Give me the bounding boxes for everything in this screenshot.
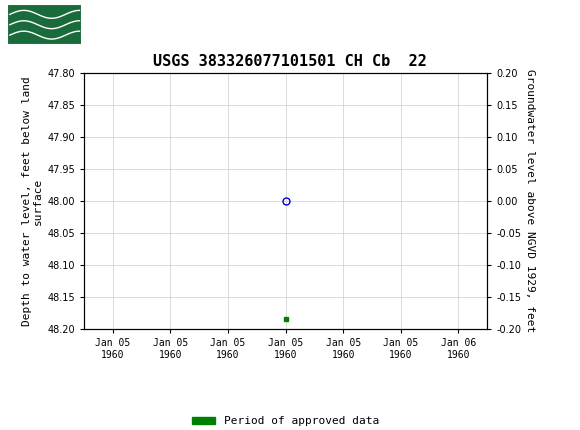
Y-axis label: Depth to water level, feet below land
surface: Depth to water level, feet below land su… — [21, 76, 43, 326]
FancyBboxPatch shape — [7, 4, 82, 46]
Legend: Period of approved data: Period of approved data — [188, 412, 383, 430]
Text: USGS: USGS — [91, 15, 151, 34]
Y-axis label: Groundwater level above NGVD 1929, feet: Groundwater level above NGVD 1929, feet — [525, 69, 535, 333]
Text: USGS 383326077101501 CH Cb  22: USGS 383326077101501 CH Cb 22 — [153, 54, 427, 69]
